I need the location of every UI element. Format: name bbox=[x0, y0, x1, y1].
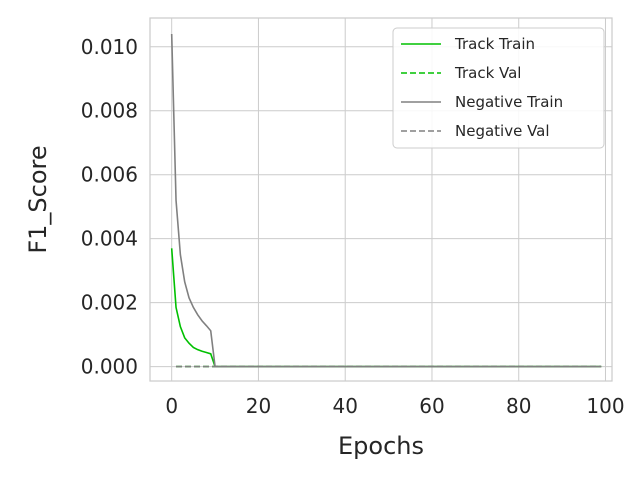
x-axis-label: Epochs bbox=[338, 432, 424, 460]
x-tick-label: 20 bbox=[246, 394, 271, 418]
y-tick-label: 0.002 bbox=[81, 291, 138, 315]
series-line-negative-train bbox=[170, 33, 602, 368]
y-axis-ticks: 0.000 0.002 0.004 0.006 0.008 0.010 bbox=[81, 35, 138, 379]
series-line-track-train bbox=[170, 248, 602, 368]
x-tick-label: 40 bbox=[332, 394, 357, 418]
y-tick-label: 0.006 bbox=[81, 163, 138, 187]
legend-label: Track Train bbox=[454, 35, 535, 53]
series-layer bbox=[170, 33, 602, 368]
legend-label: Negative Val bbox=[455, 122, 550, 140]
legend-label: Track Val bbox=[454, 64, 521, 82]
legend-label: Negative Train bbox=[455, 93, 563, 111]
y-tick-label: 0.000 bbox=[81, 355, 138, 379]
x-tick-label: 100 bbox=[586, 394, 624, 418]
x-tick-label: 80 bbox=[506, 394, 531, 418]
x-tick-label: 60 bbox=[419, 394, 444, 418]
legend: Track Train Track Val Negative Train Negati… bbox=[392, 27, 605, 149]
y-tick-label: 0.008 bbox=[81, 99, 138, 123]
y-axis-label: F1_Score bbox=[24, 145, 52, 253]
legend-box bbox=[392, 27, 605, 149]
y-tick-label: 0.010 bbox=[81, 35, 138, 59]
x-axis-ticks: 0 20 40 60 80 100 bbox=[165, 394, 624, 418]
y-tick-label: 0.004 bbox=[81, 227, 138, 251]
x-tick-label: 0 bbox=[165, 394, 178, 418]
